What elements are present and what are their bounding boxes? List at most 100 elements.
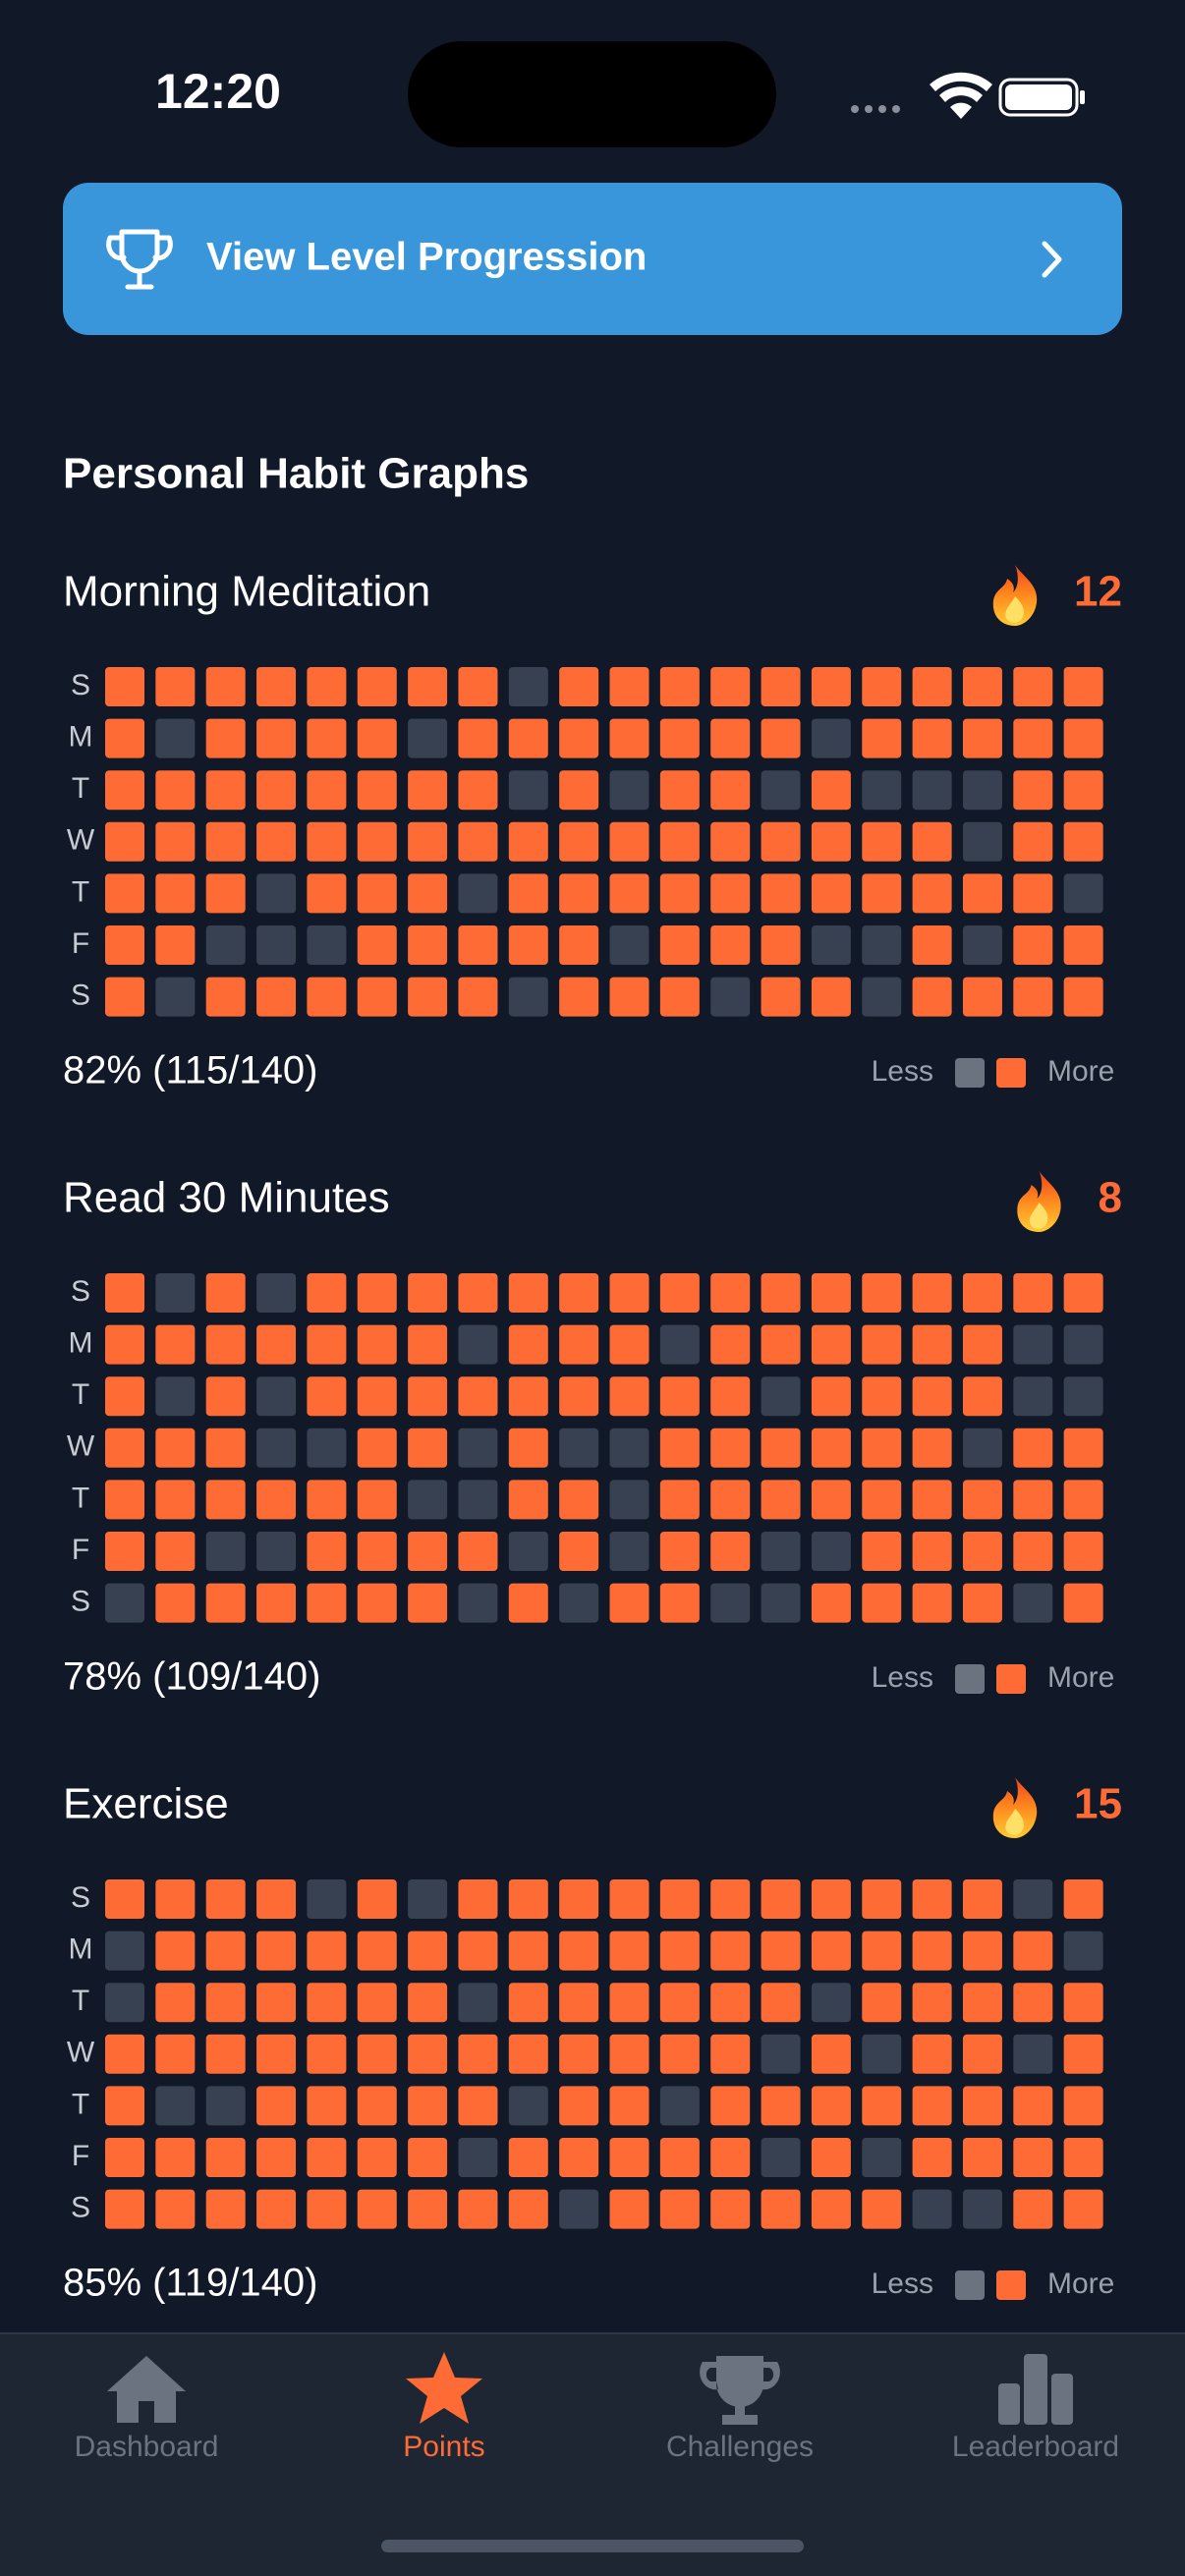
day-cell xyxy=(1013,2034,1053,2074)
day-cell xyxy=(710,1583,751,1623)
day-cell xyxy=(1013,821,1053,862)
day-cell xyxy=(458,873,498,914)
button-label[interactable]: View Level Progression xyxy=(206,236,647,279)
day-cell xyxy=(912,1428,952,1468)
day-cell xyxy=(458,1583,498,1623)
day-cell xyxy=(508,2138,548,2177)
day-cell xyxy=(1013,1931,1053,1971)
day-cell xyxy=(105,2086,144,2126)
day-cell xyxy=(559,1983,599,2023)
day-cell xyxy=(307,1480,347,1520)
day-cell xyxy=(105,1879,144,1919)
day-cell xyxy=(408,1480,448,1520)
day-cell xyxy=(205,873,246,914)
day-cell xyxy=(559,977,599,1017)
day-cell xyxy=(307,977,347,1017)
day-cell xyxy=(559,1324,599,1365)
day-cell xyxy=(862,821,902,862)
day-cell xyxy=(609,2034,649,2074)
tab-label[interactable]: Leaderboard xyxy=(952,2431,1119,2463)
day-label: T xyxy=(72,2088,89,2120)
tab-item[interactable]: Points xyxy=(403,2352,485,2463)
day-cell xyxy=(205,1983,246,2023)
day-cell xyxy=(659,2138,700,2177)
day-cell xyxy=(105,1532,144,1571)
day-cell xyxy=(811,1428,851,1468)
day-cell xyxy=(609,770,649,811)
day-label: S xyxy=(71,980,90,1012)
trophy-icon xyxy=(700,2356,780,2425)
tab-label[interactable]: Points xyxy=(403,2431,484,2463)
day-cell xyxy=(811,1931,851,1971)
day-cell xyxy=(256,873,297,914)
day-cell xyxy=(761,770,801,811)
day-cell xyxy=(1063,925,1103,965)
day-cell xyxy=(105,1583,144,1623)
day-cell xyxy=(659,1480,700,1520)
day-cell xyxy=(155,1324,196,1365)
day-cell xyxy=(105,667,144,706)
day-cell xyxy=(609,821,649,862)
level-progression-button[interactable]: View Level Progression xyxy=(63,183,1122,335)
legend-swatch xyxy=(955,1058,985,1088)
day-cell xyxy=(912,2034,952,2074)
day-cell xyxy=(912,1931,952,1971)
day-cell xyxy=(205,770,246,811)
streak-flame xyxy=(992,565,1038,626)
day-cell xyxy=(559,1931,599,1971)
day-cell xyxy=(710,1879,751,1919)
day-cell xyxy=(1063,2086,1103,2126)
day-cell xyxy=(256,1428,297,1468)
day-cell xyxy=(659,821,700,862)
day-cell xyxy=(155,2034,196,2074)
day-cell xyxy=(761,1480,801,1520)
tab-label[interactable]: Challenges xyxy=(666,2431,814,2463)
day-cell xyxy=(609,2086,649,2126)
day-cell xyxy=(710,1273,751,1313)
home-icon xyxy=(107,2356,186,2423)
day-cell xyxy=(659,1376,700,1417)
day-cell xyxy=(458,2086,498,2126)
day-cell xyxy=(155,1273,196,1313)
day-cell xyxy=(962,2189,1002,2229)
day-cell xyxy=(862,718,902,758)
day-cell xyxy=(962,2034,1002,2074)
day-cell xyxy=(811,2138,851,2177)
day-cell xyxy=(912,1583,952,1623)
day-cell xyxy=(307,2086,347,2126)
day-cell xyxy=(307,2034,347,2074)
tab-item[interactable]: Challenges xyxy=(666,2356,814,2463)
day-cell xyxy=(357,821,397,862)
day-cell xyxy=(862,2034,902,2074)
day-cell xyxy=(962,1532,1002,1571)
legend-swatch xyxy=(996,1058,1026,1088)
tab-item[interactable]: Dashboard xyxy=(75,2356,219,2463)
day-cell xyxy=(408,925,448,965)
day-cell xyxy=(659,1931,700,1971)
battery-icon xyxy=(998,78,1085,117)
day-cell xyxy=(458,1273,498,1313)
tab-item[interactable]: Leaderboard xyxy=(952,2354,1119,2463)
day-cell xyxy=(962,1376,1002,1417)
habit-name: Read 30 Minutes xyxy=(63,1174,390,1222)
day-cell xyxy=(357,1376,397,1417)
chevron xyxy=(1042,241,1062,278)
dynamic-island xyxy=(408,41,776,147)
day-cell xyxy=(609,1376,649,1417)
day-cell xyxy=(710,1324,751,1365)
day-cell xyxy=(458,821,498,862)
tab-label[interactable]: Dashboard xyxy=(75,2431,219,2463)
day-cell xyxy=(357,1983,397,2023)
day-cell xyxy=(962,2138,1002,2177)
day-cell xyxy=(912,925,952,965)
day-cell xyxy=(256,2086,297,2126)
button-bg[interactable] xyxy=(63,183,1122,335)
day-cell xyxy=(710,977,751,1017)
day-cell xyxy=(559,2034,599,2074)
day-cell xyxy=(962,821,1002,862)
day-label: T xyxy=(72,772,89,805)
day-cell xyxy=(508,1983,548,2023)
day-cell xyxy=(205,1428,246,1468)
day-cell xyxy=(811,977,851,1017)
